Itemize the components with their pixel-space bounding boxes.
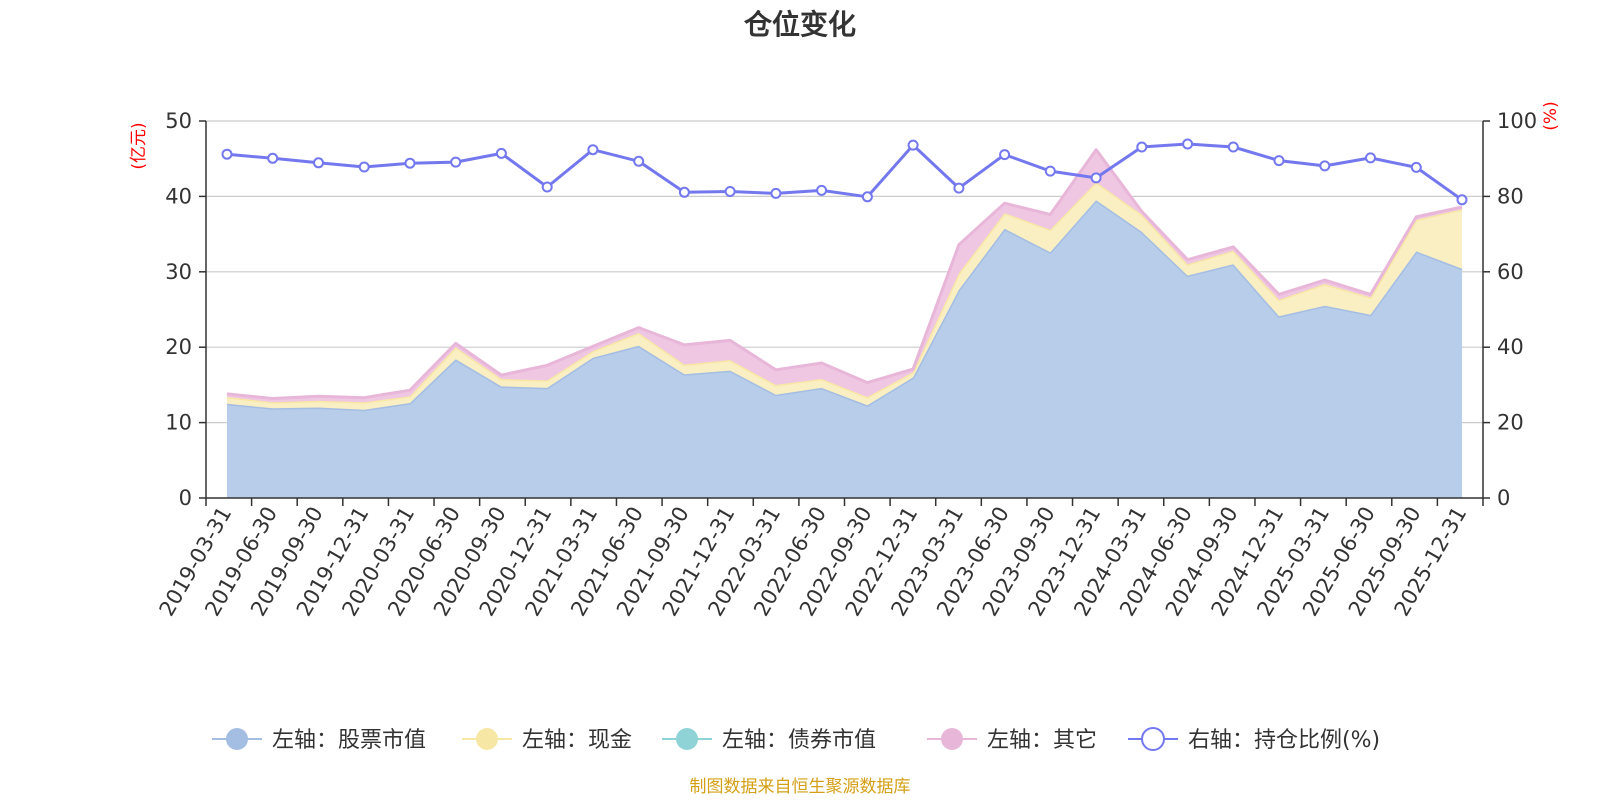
ratio-point[interactable] (313, 157, 324, 169)
ratio-line (226, 142, 1463, 202)
ratio-point[interactable] (1136, 141, 1148, 153)
area-layer (226, 148, 1463, 498)
legend-label: 左轴：股票市值 (272, 728, 426, 753)
legend-marker (1141, 727, 1165, 751)
right-axis-tick-label: 20 (1497, 411, 1524, 435)
ratio-point[interactable] (953, 182, 965, 194)
ratio-point[interactable] (1456, 194, 1468, 206)
ratio-point[interactable] (724, 186, 736, 197)
ratio-point[interactable] (1410, 161, 1422, 173)
ratio-point[interactable] (404, 157, 416, 169)
right-axis-unit: (%) (1541, 101, 1561, 130)
ratio-point[interactable] (1090, 172, 1102, 184)
ratio-point[interactable] (861, 191, 873, 203)
left-axis-tick-label: 40 (165, 184, 192, 208)
left-axis-tick-label: 50 (165, 109, 192, 133)
legend-item[interactable]: 左轴：债券市值 (662, 728, 876, 753)
legend-marker (476, 728, 498, 750)
ratio-point[interactable] (221, 148, 233, 160)
legend-label: 右轴：持仓比例(%) (1188, 728, 1380, 753)
legend[interactable]: 左轴：股票市值 左轴：现金 左轴：债券市值 左轴：其它 右轴：持仓比例(%) (212, 727, 1380, 753)
area-edge-左轴：其它 (226, 148, 1463, 400)
area-左轴：现金 (227, 182, 1462, 410)
left-axis-unit: (亿元) (129, 122, 149, 169)
ratio-point[interactable] (678, 186, 690, 198)
legend-label: 左轴：现金 (522, 728, 632, 753)
ratio-point[interactable] (495, 147, 507, 159)
legend-item[interactable]: 左轴：其它 (927, 728, 1097, 753)
ratio-point[interactable] (999, 149, 1011, 161)
legend-marker (941, 728, 963, 750)
ratio-point[interactable] (267, 152, 279, 164)
left-axis-tick-label: 20 (165, 335, 192, 359)
ratio-point[interactable] (587, 144, 599, 156)
ratio-point[interactable] (1365, 152, 1376, 164)
left-axis-tick-label: 30 (165, 260, 192, 284)
left-axis-tick-label: 10 (165, 411, 192, 435)
ratio-point[interactable] (1227, 141, 1239, 153)
ratio-point[interactable] (1044, 165, 1056, 177)
chart-title: 仓位变化 (744, 8, 856, 41)
ratio-point[interactable] (633, 155, 645, 167)
legend-item[interactable]: 右轴：持仓比例(%) (1128, 727, 1380, 753)
legend-item[interactable]: 左轴：现金 (462, 728, 632, 753)
ratio-point[interactable] (1182, 138, 1194, 150)
legend-marker (676, 728, 698, 750)
ratio-line-layer (221, 138, 1468, 206)
right-axis-tick-label: 0 (1497, 486, 1510, 510)
ratio-point[interactable] (1319, 160, 1331, 172)
right-axis-tick-label: 40 (1497, 335, 1524, 359)
area-左轴：股票市值 (227, 200, 1462, 498)
ratio-point[interactable] (1273, 155, 1285, 167)
right-axis-tick-label: 80 (1497, 184, 1524, 208)
left-axis-tick-label: 0 (179, 486, 192, 510)
right-axis-tick-label: 60 (1497, 260, 1524, 284)
legend-marker (226, 728, 248, 750)
ratio-point[interactable] (541, 181, 553, 193)
ratio-point[interactable] (770, 187, 782, 199)
source-note: 制图数据来自恒生聚源数据库 (690, 777, 911, 797)
right-axis-tick-label: 100 (1497, 109, 1537, 133)
legend-label: 左轴：其它 (987, 728, 1097, 753)
legend-item[interactable]: 左轴：股票市值 (212, 728, 426, 753)
legend-label: 左轴：债券市值 (722, 728, 876, 753)
ratio-point[interactable] (358, 161, 370, 173)
ratio-point[interactable] (816, 184, 828, 196)
ratio-point[interactable] (450, 156, 462, 168)
ratio-point[interactable] (907, 139, 919, 151)
